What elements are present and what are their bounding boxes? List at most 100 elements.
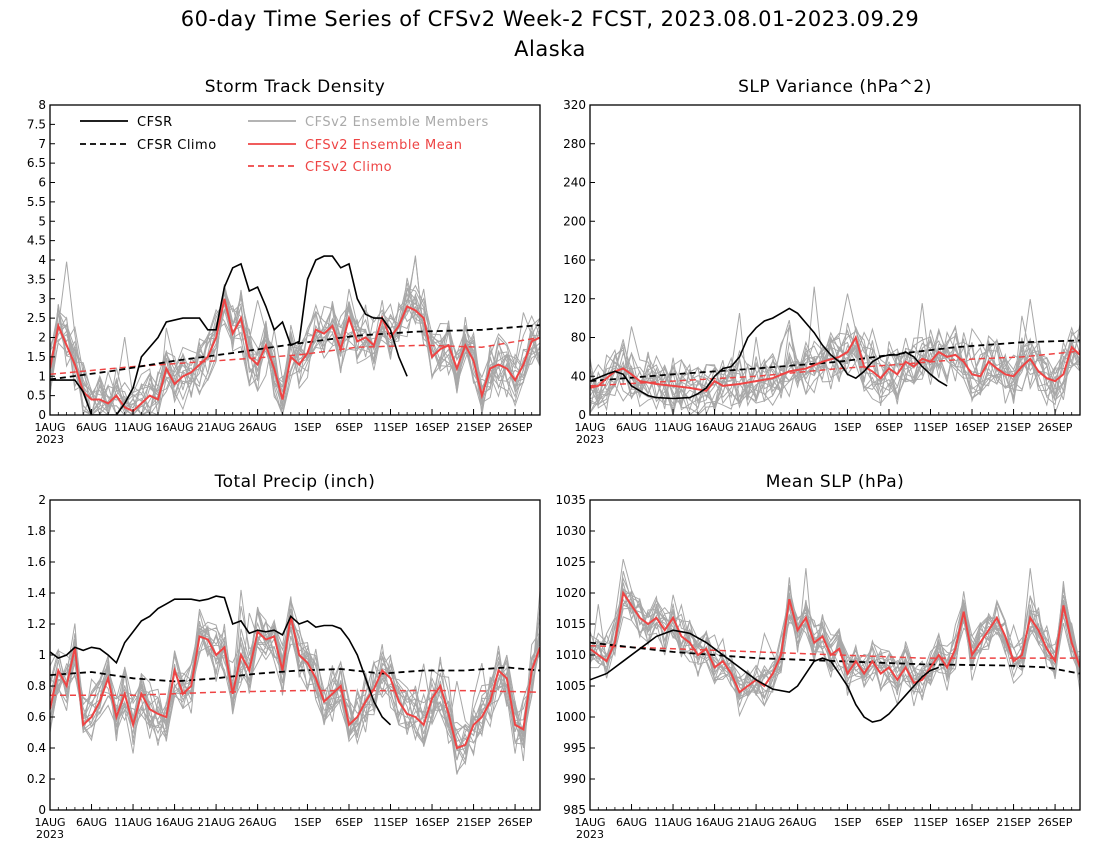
legend-label: CFSv2 Climo xyxy=(305,160,392,175)
x-tick-label: 6SEP xyxy=(335,816,363,829)
cfsr-climo-line xyxy=(590,339,1080,382)
y-tick-label: 1.6 xyxy=(27,555,46,569)
x-tick-label: 16SEP xyxy=(415,421,450,434)
y-tick-label: 0.6 xyxy=(27,710,46,724)
legend-label: CFSR xyxy=(137,115,173,130)
ensemble-member-line xyxy=(50,287,540,415)
cfsv2-climo-line xyxy=(50,689,540,697)
x-tick-label: 21SEP xyxy=(456,816,491,829)
x-tick-label: 6SEP xyxy=(875,816,903,829)
y-tick-label: 995 xyxy=(563,741,586,755)
x-tick-label: 26SEP xyxy=(498,421,533,434)
x-tick-label: 1AUG xyxy=(34,816,65,829)
y-tick-label: 1.5 xyxy=(27,350,46,364)
ensemble-member-line xyxy=(590,568,1080,700)
x-tick-label: 21SEP xyxy=(996,421,1031,434)
legend-label: CFSR Climo xyxy=(137,138,217,153)
panel-title: Storm Track Density xyxy=(205,77,386,97)
y-tick-label: 320 xyxy=(563,98,586,112)
x-tick-label: 26AUG xyxy=(779,421,817,434)
x-tick-label: 16AUG xyxy=(696,421,734,434)
cfsr-climo-line xyxy=(590,641,1080,675)
x-tick-label: 1SEP xyxy=(834,421,862,434)
x-tick-label: 1SEP xyxy=(294,421,322,434)
y-tick-label: 6.5 xyxy=(27,156,46,170)
y-tick-label: 1035 xyxy=(555,493,586,507)
x-tick-label: 21AUG xyxy=(737,816,775,829)
y-tick-label: 1.4 xyxy=(27,586,46,600)
cfsr-line xyxy=(50,595,392,726)
y-tick-label: 1010 xyxy=(555,648,586,662)
x-tick-label: 11SEP xyxy=(913,816,948,829)
chart-region-title: Alaska xyxy=(514,37,586,61)
x-tick-label: 21AUG xyxy=(197,816,235,829)
x-tick-label: 1SEP xyxy=(834,816,862,829)
ensemble-member-line xyxy=(590,325,1080,415)
y-tick-label: 1.2 xyxy=(27,617,46,631)
y-tick-label: 1020 xyxy=(555,586,586,600)
x-tick-label: 6SEP xyxy=(335,421,363,434)
x-tick-label: 1AUG xyxy=(34,421,65,434)
x-tick-label: 16SEP xyxy=(955,421,990,434)
y-tick-label: 0.5 xyxy=(27,389,46,403)
x-tick-label: 6SEP xyxy=(875,421,903,434)
cfsv2-climo-line xyxy=(590,644,1080,659)
x-tick-label: 16AUG xyxy=(156,816,194,829)
legend-label: CFSv2 Ensemble Mean xyxy=(305,138,462,153)
ensemble-member-line xyxy=(50,605,540,747)
y-tick-label: 280 xyxy=(563,137,586,151)
cfsr-line xyxy=(590,307,948,400)
cfsv2-climo-line xyxy=(50,336,540,376)
x-tick-label: 16AUG xyxy=(156,421,194,434)
y-tick-label: 0 xyxy=(38,803,46,817)
y-tick-label: 0.2 xyxy=(27,772,46,786)
ensemble-mean-line xyxy=(50,298,540,413)
x-year-label: 2023 xyxy=(576,828,604,841)
y-tick-label: 8 xyxy=(38,98,46,112)
x-tick-label: 26SEP xyxy=(498,816,533,829)
y-tick-label: 2 xyxy=(38,331,46,345)
y-tick-label: 2 xyxy=(38,493,46,507)
y-tick-label: 0.8 xyxy=(27,679,46,693)
x-tick-label: 11AUG xyxy=(654,816,692,829)
plot-frame xyxy=(49,499,541,811)
ensemble-mean-line xyxy=(50,616,540,750)
panel-1: 0 0.5 1 1.5 2 2.5 3 3.5 4 4.5 5 5.5 6 6.5 7 7.5 8 1AUG 6AU… xyxy=(27,77,541,446)
legend: CFSR CFSR Climo CFSv2 Ensemble Members CFSv… xyxy=(80,115,489,175)
y-tick-label: 1 xyxy=(38,648,46,662)
y-tick-label: 80 xyxy=(571,331,586,345)
panel-title: Total Precip (inch) xyxy=(214,472,376,492)
ensemble-member-line xyxy=(50,596,540,738)
x-tick-label: 16SEP xyxy=(415,816,450,829)
y-tick-label: 5 xyxy=(38,214,46,228)
y-tick-label: 1005 xyxy=(555,679,586,693)
y-tick-label: 2.5 xyxy=(27,311,46,325)
y-tick-label: 5.5 xyxy=(27,195,46,209)
y-tick-label: 1 xyxy=(38,369,46,383)
ensemble-member-line xyxy=(50,282,540,415)
x-tick-label: 16SEP xyxy=(955,816,990,829)
y-tick-label: 0.4 xyxy=(27,741,46,755)
y-tick-label: 200 xyxy=(563,214,586,228)
ensemble-mean-line xyxy=(590,334,1080,392)
x-tick-label: 11AUG xyxy=(114,816,152,829)
x-tick-label: 11SEP xyxy=(913,421,948,434)
y-tick-label: 1025 xyxy=(555,555,586,569)
panel-title: Mean SLP (hPa) xyxy=(766,472,905,492)
y-tick-label: 990 xyxy=(563,772,586,786)
x-tick-label: 21SEP xyxy=(996,816,1031,829)
ensemble-member-line xyxy=(50,296,540,415)
x-tick-label: 6AUG xyxy=(616,421,647,434)
x-tick-label: 26AUG xyxy=(239,816,277,829)
y-tick-label: 1030 xyxy=(555,524,586,538)
x-tick-label: 21AUG xyxy=(737,421,775,434)
plot-area xyxy=(590,286,1080,415)
cfsr-climo-line xyxy=(50,666,540,683)
x-tick-label: 16AUG xyxy=(696,816,734,829)
legend-label: CFSv2 Ensemble Members xyxy=(305,115,489,130)
x-tick-label: 6AUG xyxy=(76,421,107,434)
ensemble-member-line xyxy=(590,588,1080,700)
chart-main-title: 60-day Time Series of CFSv2 Week-2 FCST,… xyxy=(180,7,920,31)
